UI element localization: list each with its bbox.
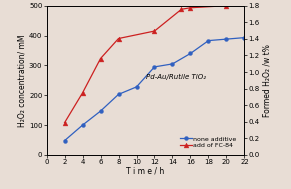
none additive — [81, 124, 84, 126]
none additive — [63, 139, 66, 142]
add of FC-84 — [189, 7, 192, 9]
add of FC-84 — [153, 30, 156, 32]
none additive — [243, 36, 246, 39]
add of FC-84 — [243, 2, 246, 4]
X-axis label: T i m e / h: T i m e / h — [126, 167, 165, 176]
none additive — [117, 93, 120, 95]
add of FC-84 — [63, 122, 66, 124]
Line: none additive: none additive — [63, 36, 246, 143]
none additive — [135, 86, 138, 88]
Text: Pd-Au/Rutile TiO₂: Pd-Au/Rutile TiO₂ — [146, 74, 205, 80]
none additive — [153, 66, 156, 68]
add of FC-84 — [225, 5, 228, 7]
none additive — [99, 110, 102, 112]
none additive — [225, 38, 228, 40]
add of FC-84 — [81, 92, 84, 94]
add of FC-84 — [117, 37, 120, 40]
none additive — [207, 40, 210, 42]
add of FC-84 — [180, 8, 183, 10]
Line: add of FC-84: add of FC-84 — [62, 1, 247, 125]
add of FC-84 — [99, 57, 102, 60]
none additive — [171, 63, 174, 65]
Y-axis label: Formed H₂O₂ /w t%: Formed H₂O₂ /w t% — [263, 44, 272, 117]
Y-axis label: H₂O₂ concentration/ mM: H₂O₂ concentration/ mM — [17, 34, 26, 127]
none additive — [189, 52, 192, 55]
Legend: none additive, add of FC-84: none additive, add of FC-84 — [180, 136, 237, 149]
